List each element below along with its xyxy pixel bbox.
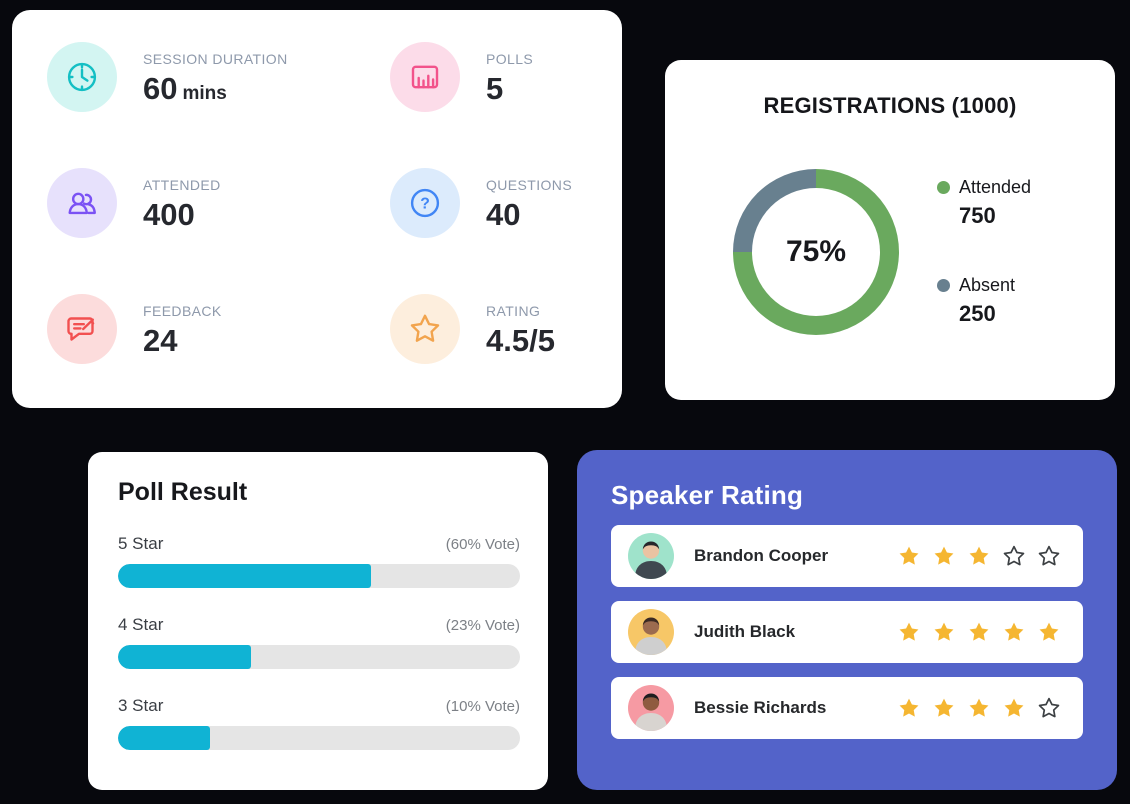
stat-value: 400 xyxy=(143,196,195,232)
star-empty-icon xyxy=(1038,545,1060,566)
star-filled-icon xyxy=(934,546,954,565)
avatar xyxy=(628,609,674,655)
stat-label: SESSION DURATION xyxy=(143,50,288,67)
star-filled-icon xyxy=(899,622,919,641)
poll-row-5-star: 5 Star (60% Vote) xyxy=(118,534,520,588)
poll-bar-track xyxy=(118,645,520,669)
svg-text:?: ? xyxy=(420,195,430,212)
star-filled-icon xyxy=(934,622,954,641)
poll-vote-percent: (10% Vote) xyxy=(445,698,520,715)
avatar xyxy=(628,533,674,579)
legend-label: Absent xyxy=(959,275,1016,295)
speaker-name: Judith Black xyxy=(694,622,796,641)
star-empty-icon xyxy=(1003,545,1025,566)
legend-value: 250 xyxy=(959,301,996,326)
poll-result-title: Poll Result xyxy=(118,478,248,506)
speaker-rating-title: Speaker Rating xyxy=(611,480,804,510)
registrations-content: 75% Attended 750 Absent 250 xyxy=(665,169,1115,335)
star-rating xyxy=(897,696,1061,720)
stat-label: QUESTIONS xyxy=(486,176,573,193)
poll-option-label: 4 Star xyxy=(118,615,164,634)
star-filled-icon xyxy=(1039,622,1059,641)
attended-dot-icon xyxy=(937,181,950,194)
star-filled-icon xyxy=(899,698,919,717)
stat-label: FEEDBACK xyxy=(143,302,222,319)
star-icon xyxy=(390,294,460,364)
poll-vote-percent: (60% Vote) xyxy=(445,536,520,553)
poll-result-card: Poll Result 5 Star (60% Vote) 4 Star (23… xyxy=(88,452,548,790)
speaker-row: Bessie Richards xyxy=(611,677,1083,739)
stat-value: 40 xyxy=(486,196,521,232)
legend-label: Attended xyxy=(959,177,1032,197)
registrations-legend: Attended 750 Absent 250 xyxy=(937,177,1031,327)
stat-value: 60 mins xyxy=(143,70,227,106)
avatar xyxy=(628,685,674,731)
star-filled-icon xyxy=(969,622,989,641)
star-filled-icon xyxy=(969,546,989,565)
star-filled-icon xyxy=(899,546,919,565)
poll-row-4-star: 4 Star (23% Vote) xyxy=(118,615,520,669)
feedback-icon xyxy=(47,294,117,364)
absent-dot-icon xyxy=(937,279,950,292)
stat-polls: POLLS 5 xyxy=(390,42,604,112)
stat-value: 4.5/5 xyxy=(486,322,555,358)
legend-value: 750 xyxy=(959,203,996,228)
legend-item-attended: Attended 750 xyxy=(937,177,1031,229)
registrations-donut: 75% xyxy=(733,169,899,335)
poll-option-label: 5 Star xyxy=(118,534,164,553)
registrations-card: REGISTRATIONS (1000) 75% Attended 750 Ab… xyxy=(665,60,1115,400)
stat-label: ATTENDED xyxy=(143,176,221,193)
poll-option-label: 3 Star xyxy=(118,696,164,715)
star-filled-icon xyxy=(1004,622,1024,641)
poll-chart-icon xyxy=(390,42,460,112)
star-empty-icon xyxy=(1038,697,1060,718)
registrations-title: REGISTRATIONS (1000) xyxy=(763,93,1017,118)
poll-bar-track xyxy=(118,564,520,588)
speaker-row: Judith Black xyxy=(611,601,1083,663)
star-rating xyxy=(897,620,1061,644)
stat-suffix: mins xyxy=(182,82,227,104)
donut-center-label: 75% xyxy=(752,188,880,316)
speaker-name: Bessie Richards xyxy=(694,698,827,717)
stat-attended: ATTENDED 400 xyxy=(47,168,390,238)
poll-bar-fill xyxy=(118,564,372,588)
star-rating xyxy=(897,544,1061,568)
poll-bar-track xyxy=(118,726,520,750)
stat-label: POLLS xyxy=(486,50,534,67)
speaker-rating-card: Speaker Rating Brandon Cooper xyxy=(577,450,1117,790)
stat-feedback: FEEDBACK 24 xyxy=(47,294,390,364)
poll-row-3-star: 3 Star (10% Vote) xyxy=(118,696,520,750)
speaker-name: Brandon Cooper xyxy=(694,546,829,565)
clock-icon xyxy=(47,42,117,112)
star-filled-icon xyxy=(969,698,989,717)
session-stats-card: SESSION DURATION 60 mins POLLS 5 xyxy=(12,10,622,408)
stat-session-duration: SESSION DURATION 60 mins xyxy=(47,42,390,112)
question-icon: ? xyxy=(390,168,460,238)
poll-vote-percent: (23% Vote) xyxy=(445,617,520,634)
stat-value: 5 xyxy=(486,70,504,106)
speaker-row: Brandon Cooper xyxy=(611,525,1083,587)
legend-item-absent: Absent 250 xyxy=(937,275,1031,327)
star-filled-icon xyxy=(934,698,954,717)
stat-value: 24 xyxy=(143,322,178,358)
stat-label: RATING xyxy=(486,302,541,319)
stat-rating: RATING 4.5/5 xyxy=(390,294,604,364)
star-filled-icon xyxy=(1004,698,1024,717)
stat-questions: ? QUESTIONS 40 xyxy=(390,168,604,238)
poll-bar-fill xyxy=(118,645,251,669)
users-icon xyxy=(47,168,117,238)
poll-bar-fill xyxy=(118,726,211,750)
